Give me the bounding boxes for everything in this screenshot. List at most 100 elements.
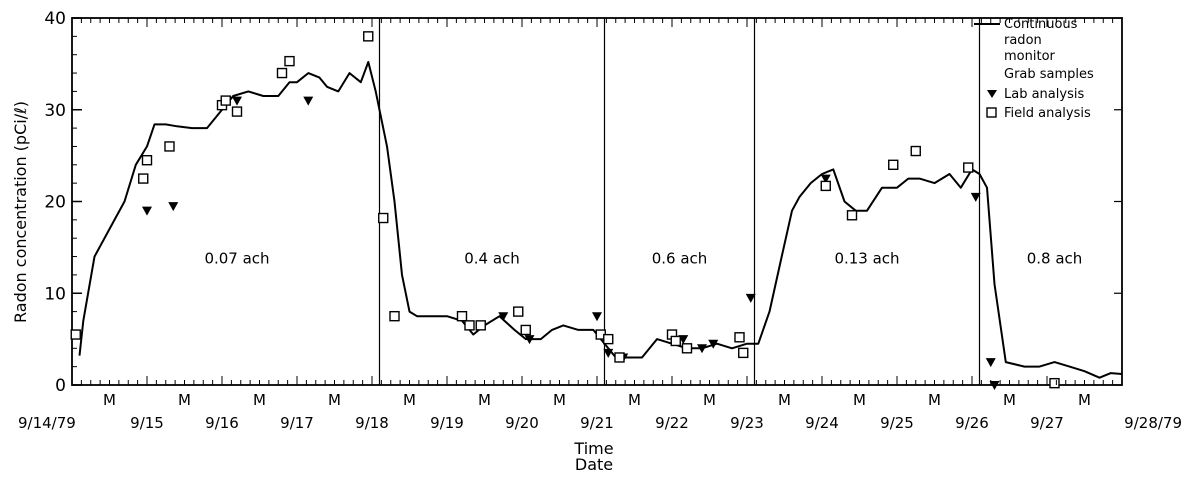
- midday-label: M: [178, 391, 191, 409]
- ventilation-rate-label: 0.13 ach: [834, 250, 899, 268]
- field-analysis-point: [138, 173, 149, 184]
- lab-analysis-point: [142, 206, 152, 216]
- ventilation-rate-label: 0.07 ach: [204, 250, 269, 268]
- legend-lab-label: Lab analysis: [1004, 87, 1084, 102]
- field-analysis-point: [389, 310, 400, 322]
- date-tick-label: 9/18: [355, 414, 389, 432]
- date-tick-label: 9/28/79: [1124, 414, 1182, 432]
- lab-analysis-point: [820, 174, 831, 184]
- lab-analysis-point: [745, 293, 756, 303]
- y-axis-title: Radon concentration (pCi/ℓ): [11, 101, 30, 323]
- y-tick-label: 20: [44, 193, 66, 213]
- lab-analysis-point: [708, 339, 719, 349]
- date-tick-label: 9/27: [1030, 414, 1064, 432]
- midday-label: M: [253, 391, 266, 409]
- midday-label: M: [853, 391, 866, 409]
- midday-label: M: [553, 391, 566, 409]
- field-analysis-point: [456, 310, 468, 322]
- lab-analysis-point: [985, 358, 996, 368]
- continuous-monitor-line: [78, 61, 1123, 379]
- midday-label: M: [1078, 391, 1091, 409]
- field-analysis-point: [231, 106, 243, 117]
- series-layer: [70, 31, 1123, 390]
- y-tick-label: 40: [44, 9, 66, 29]
- midday-label: M: [628, 391, 641, 409]
- field-analysis-point: [910, 145, 921, 157]
- legend-field-label: Field analysis: [1004, 106, 1091, 121]
- y-axis: 0 10 20 30 40: [44, 9, 1122, 396]
- field-analysis-point: [513, 306, 524, 317]
- field-analysis-point: [70, 329, 81, 340]
- midday-label: M: [478, 391, 491, 409]
- date-tick-label: 9/15: [130, 414, 164, 432]
- field-analysis-point: [220, 95, 231, 106]
- date-tick-label: 9/14/79: [18, 414, 76, 432]
- date-tick-label: 9/25: [880, 414, 914, 432]
- date-tick-label: 9/20: [505, 414, 539, 432]
- field-analysis-point: [1049, 377, 1060, 389]
- midday-label: M: [1003, 391, 1016, 409]
- field-analysis-point: [164, 141, 175, 152]
- lab-analysis-point: [524, 335, 535, 345]
- legend: Continuous radon monitor Grab samples La…: [974, 17, 1094, 121]
- date-tick-label: 9/16: [205, 414, 239, 432]
- x-axis-title: Time: [573, 439, 613, 458]
- field-analysis-point: [846, 210, 858, 221]
- legend-line-label-1: Continuous: [1004, 17, 1078, 32]
- y-tick-label: 30: [44, 101, 66, 121]
- y-tick-label: 10: [44, 284, 66, 304]
- lab-analysis-point: [303, 96, 314, 106]
- lab-analysis-point: [592, 312, 602, 322]
- lab-analysis-point: [603, 348, 614, 358]
- lab-analysis-point: [970, 192, 981, 202]
- lab-analysis-point: [697, 344, 707, 354]
- ventilation-rate-label: 0.4 ach: [464, 250, 520, 268]
- lab-analysis-point: [232, 96, 242, 106]
- field-analysis-point: [284, 55, 295, 67]
- field-analysis-point: [363, 31, 374, 42]
- ventilation-rate-label: 0.6 ach: [652, 250, 708, 268]
- midday-label: M: [403, 391, 416, 409]
- midday-label: M: [103, 391, 116, 409]
- legend-field-swatch: [986, 107, 997, 118]
- field-analysis-point: [141, 155, 153, 166]
- field-analysis-point: [378, 212, 389, 224]
- date-tick-label: 9/23: [730, 414, 764, 432]
- region-labels: 0.07 ach 0.4 ach 0.6 ach 0.13 ach 0.8 ach: [204, 250, 1082, 268]
- field-analysis-point: [734, 332, 745, 343]
- field-analysis-point: [614, 352, 625, 363]
- lab-analysis-point: [168, 202, 179, 212]
- date-tick-label: 9/21: [580, 414, 614, 432]
- date-tick-label: 9/26: [955, 414, 989, 432]
- field-analysis-point: [276, 67, 288, 79]
- lab-analysis-point: [498, 312, 509, 322]
- midday-label: M: [328, 391, 341, 409]
- field-analysis-point: [820, 180, 831, 192]
- field-analysis-point: [603, 333, 614, 345]
- y-tick-label: 0: [55, 376, 66, 396]
- midday-label: M: [703, 391, 716, 409]
- ventilation-dividers: [378, 18, 981, 385]
- midday-label: M: [778, 391, 791, 409]
- legend-line-label-2: radon: [1004, 33, 1042, 48]
- field-analysis-point: [464, 320, 475, 331]
- legend-lab-swatch: [987, 90, 997, 98]
- date-tick-label: 9/22: [655, 414, 689, 432]
- legend-heading: Grab samples: [1004, 67, 1094, 82]
- field-analysis-point: [475, 320, 486, 331]
- midday-label: M: [928, 391, 941, 409]
- field-analysis-point: [681, 343, 693, 354]
- field-analysis-point: [520, 324, 531, 336]
- ventilation-rate-label: 0.8 ach: [1027, 250, 1083, 268]
- date-tick-label: 9/24: [805, 414, 839, 432]
- lab-analysis-point: [989, 381, 1000, 390]
- date-tick-label: 9/19: [430, 414, 464, 432]
- legend-line-label-3: monitor: [1004, 49, 1056, 64]
- field-analysis-point: [963, 162, 974, 173]
- field-analysis-point: [670, 335, 681, 347]
- field-analysis-point: [888, 159, 899, 171]
- x-axis-subtitle: Date: [575, 455, 613, 474]
- x-axis: M M M M M M M M M M M M M M 9/14/79 9/15 9/16 9/17 9/18 9/1…: [18, 18, 1182, 432]
- date-tick-label: 9/17: [280, 414, 314, 432]
